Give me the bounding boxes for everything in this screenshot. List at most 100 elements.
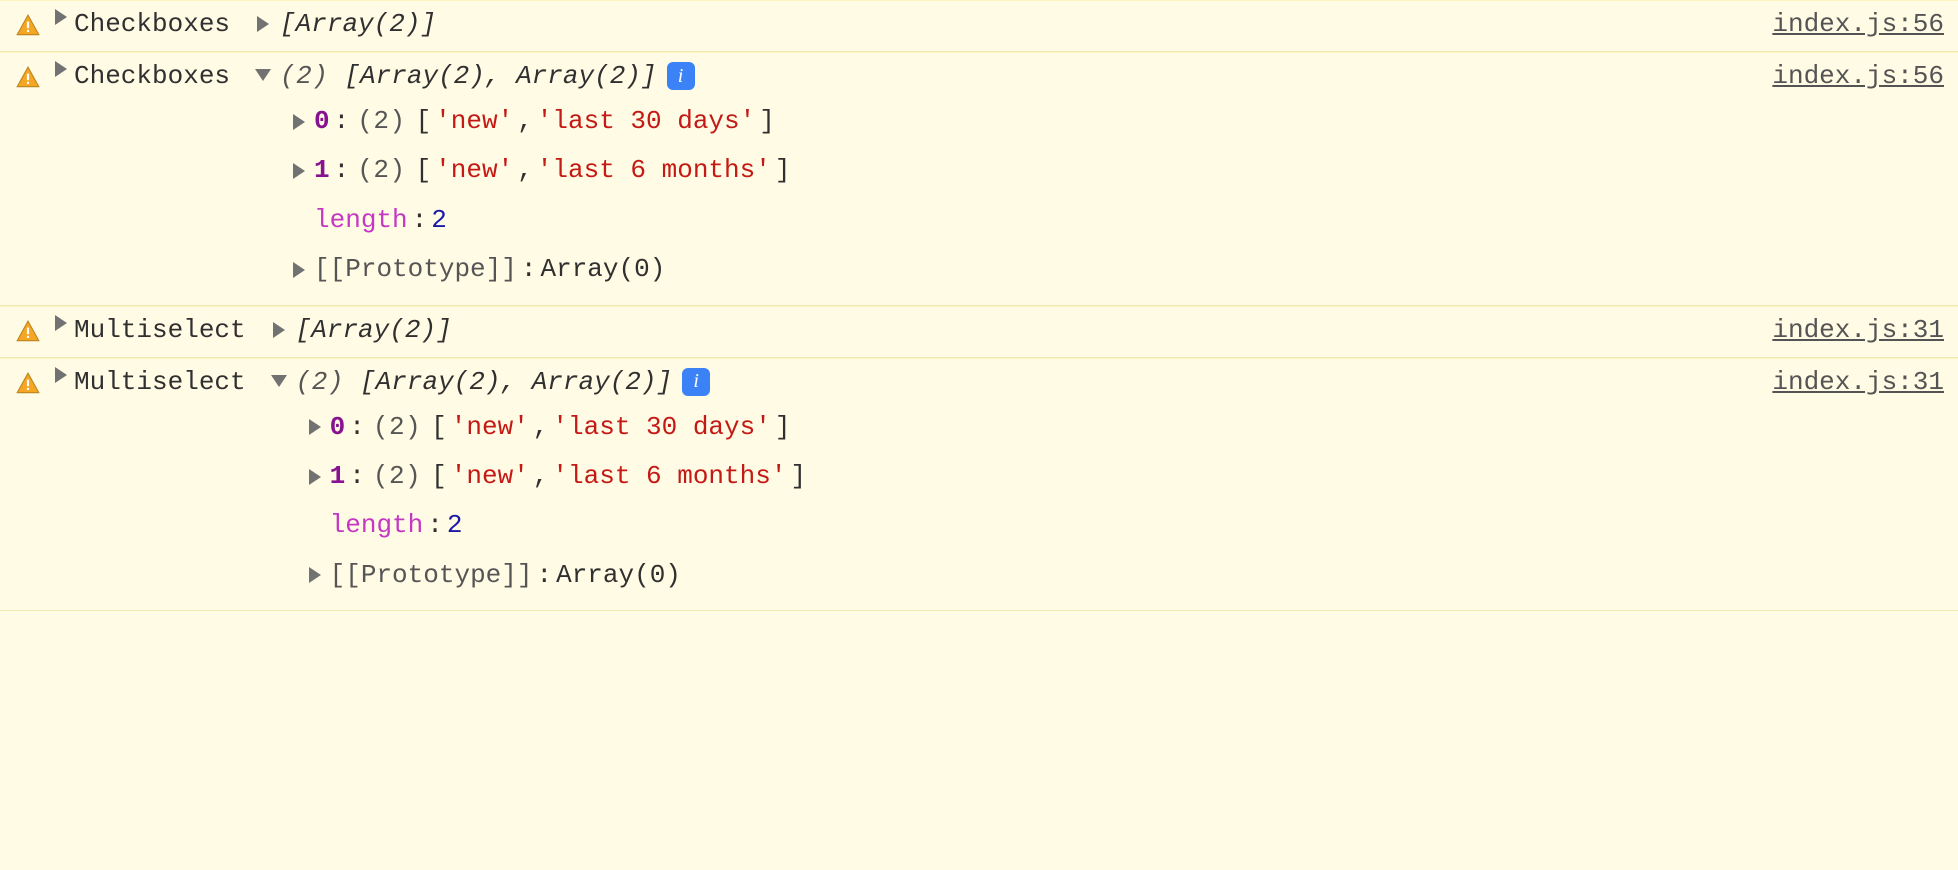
expand-log-arrow[interactable] [52,367,72,383]
summary-text[interactable]: [Array(2)] [296,315,452,345]
object-children: 0: (2) ['new', 'last 30 days'] 1: (2) ['… [270,403,1767,601]
separator: , [517,97,533,146]
string-value: 'new' [435,146,513,195]
source-link[interactable]: index.js:31 [1772,315,1944,345]
item-count: (2) [373,403,421,452]
source-link[interactable]: index.js:31 [1772,367,1944,397]
expand-item-arrow[interactable] [290,163,310,179]
summary-body: [Array(2), Array(2)] [360,367,672,397]
string-value: 'last 30 days' [552,403,770,452]
console-output: Checkboxes [Array(2)] index.js:56 Checkb… [0,0,1958,611]
summary-count: (2) [280,61,344,91]
string-value: 'last 30 days' [537,97,755,146]
length-value: 2 [431,196,447,245]
string-value: 'new' [451,403,529,452]
info-icon[interactable]: i [682,368,710,396]
expand-log-arrow[interactable] [52,61,72,77]
log-label: Checkboxes [74,61,230,91]
object-summary: [Array(2)] [254,9,1766,39]
summary-body: [Array(2)] [296,315,452,345]
array-item: 0: (2) ['new', 'last 30 days'] [306,403,1767,452]
summary-count: (2) [296,367,360,397]
object-summary: (2) [Array(2), Array(2)] i [254,61,1766,91]
log-label: Multiselect [74,367,246,397]
row-content: [Array(2)] [254,9,1766,39]
prototype-line: [[Prototype]]: Array(0) [306,551,1767,600]
separator: , [533,452,549,501]
length-line: length: 2 [290,196,1766,245]
item-count: (2) [357,146,405,195]
row-left: Checkboxes [52,9,248,39]
console-row: Checkboxes [Array(2)] index.js:56 [0,0,1958,52]
expand-object-arrow[interactable] [270,375,290,389]
colon: : [521,245,537,294]
source-link[interactable]: index.js:56 [1772,61,1944,91]
colon: : [349,403,365,452]
summary-text[interactable]: (2) [Array(2), Array(2)] [280,61,656,91]
item-index: 1 [314,146,330,195]
expand-object-arrow[interactable] [270,322,290,338]
string-value: 'new' [451,452,529,501]
colon: : [334,97,350,146]
object-summary: (2) [Array(2), Array(2)] i [270,367,1767,397]
length-line: length: 2 [306,501,1767,550]
item-index: 0 [314,97,330,146]
item-index: 0 [330,403,346,452]
summary-text[interactable]: (2) [Array(2), Array(2)] [296,367,672,397]
string-value: 'new' [435,97,513,146]
colon: : [412,196,428,245]
row-left: Checkboxes [52,61,248,91]
object-children: 0: (2) ['new', 'last 30 days'] 1: (2) ['… [254,97,1766,295]
row-left: Multiselect [52,315,264,345]
object-summary: [Array(2)] [270,315,1767,345]
expand-item-arrow[interactable] [290,114,310,130]
close-bracket: ] [775,146,791,195]
close-bracket: ] [790,452,806,501]
info-icon[interactable]: i [667,62,695,90]
warning-icon [14,65,44,93]
log-label: Checkboxes [74,9,230,39]
expand-prototype-arrow[interactable] [306,567,326,583]
summary-text[interactable]: [Array(2)] [280,9,436,39]
expand-item-arrow[interactable] [306,469,326,485]
colon: : [427,501,443,550]
warning-icon [14,319,44,347]
prototype-key: [[Prototype]] [314,245,517,294]
summary-body: [Array(2)] [280,9,436,39]
source-link[interactable]: index.js:56 [1772,9,1944,39]
log-label: Multiselect [74,315,246,345]
string-value: 'last 6 months' [552,452,786,501]
summary-body: [Array(2), Array(2)] [344,61,656,91]
length-key: length [314,196,408,245]
open-bracket: [ [431,403,447,452]
prototype-key: [[Prototype]] [330,551,533,600]
row-left: Multiselect [52,367,264,397]
item-count: (2) [373,452,421,501]
console-row: Multiselect (2) [Array(2), Array(2)] i 0… [0,358,1958,612]
colon: : [536,551,552,600]
close-bracket: ] [759,97,775,146]
expand-log-arrow[interactable] [52,315,72,331]
string-value: 'last 6 months' [537,146,771,195]
prototype-value: Array(0) [540,245,665,294]
array-item: 1: (2) ['new', 'last 6 months'] [290,146,1766,195]
length-value: 2 [447,501,463,550]
open-bracket: [ [416,146,432,195]
separator: , [517,146,533,195]
colon: : [349,452,365,501]
array-item: 1: (2) ['new', 'last 6 months'] [306,452,1767,501]
warning-icon [14,13,44,41]
expand-object-arrow[interactable] [254,69,274,83]
array-item: 0: (2) ['new', 'last 30 days'] [290,97,1766,146]
console-row: Multiselect [Array(2)] index.js:31 [0,306,1958,358]
expand-item-arrow[interactable] [306,419,326,435]
separator: , [533,403,549,452]
expand-prototype-arrow[interactable] [290,262,310,278]
length-key: length [330,501,424,550]
prototype-line: [[Prototype]]: Array(0) [290,245,1766,294]
row-content: (2) [Array(2), Array(2)] i 0: (2) ['new'… [270,367,1767,601]
expand-log-arrow[interactable] [52,9,72,25]
open-bracket: [ [416,97,432,146]
expand-object-arrow[interactable] [254,16,274,32]
row-content: [Array(2)] [270,315,1767,345]
